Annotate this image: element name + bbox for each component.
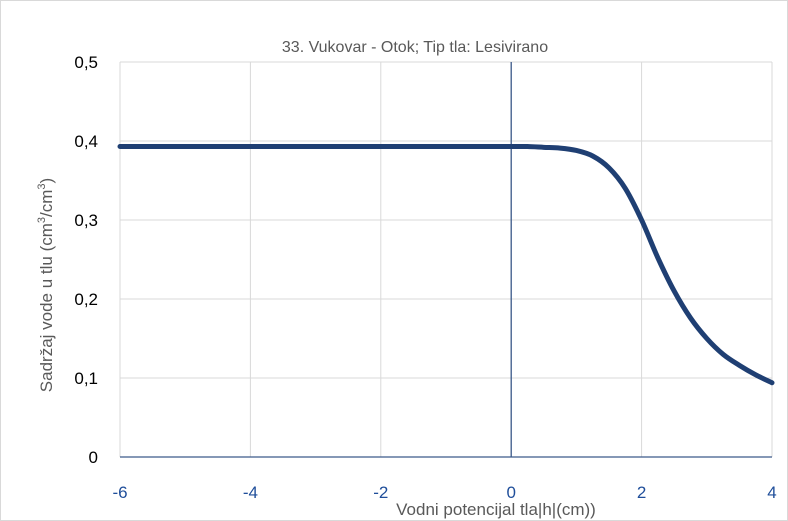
y-axis-label-sup1: 3 <box>36 217 48 223</box>
x-tick-label: -2 <box>373 483 388 502</box>
y-tick-label: 0,2 <box>74 290 98 309</box>
x-tick-label: -4 <box>243 483 258 502</box>
series-line <box>117 143 775 386</box>
axes <box>120 62 772 458</box>
grid <box>119 61 773 457</box>
x-tick-label: 0 <box>506 483 515 502</box>
y-axis-label: Sadržaj vode u tlu (cm3/cm3) <box>36 178 56 392</box>
y-tick-label: 0,3 <box>74 211 98 230</box>
y-tick-label: 0,1 <box>74 369 98 388</box>
y-axis-label-mid: /cm <box>37 190 56 217</box>
x-axis-label: Vodni potencijal tla|h|(cm)) <box>396 500 596 519</box>
series-layer <box>117 143 775 386</box>
x-tick-label: 2 <box>637 483 646 502</box>
y-tick-label: 0 <box>89 448 98 467</box>
x-tick-label: -6 <box>112 483 127 502</box>
y-axis-label-sup2: 3 <box>36 183 48 189</box>
chart-title: 33. Vukovar - Otok; Tip tla: Lesivirano <box>282 39 548 56</box>
y-tick-label: 0,4 <box>74 132 98 151</box>
y-axis-label-end: ) <box>37 178 56 184</box>
y-axis-label-main: Sadržaj vode u tlu (cm <box>37 223 56 392</box>
y-tick-label: 0,5 <box>74 53 98 72</box>
x-tick-label: 4 <box>767 483 776 502</box>
tick-labels: 0 0,1 0,2 0,3 0,4 0,5 -6 -4 -2 0 2 4 <box>74 53 776 502</box>
